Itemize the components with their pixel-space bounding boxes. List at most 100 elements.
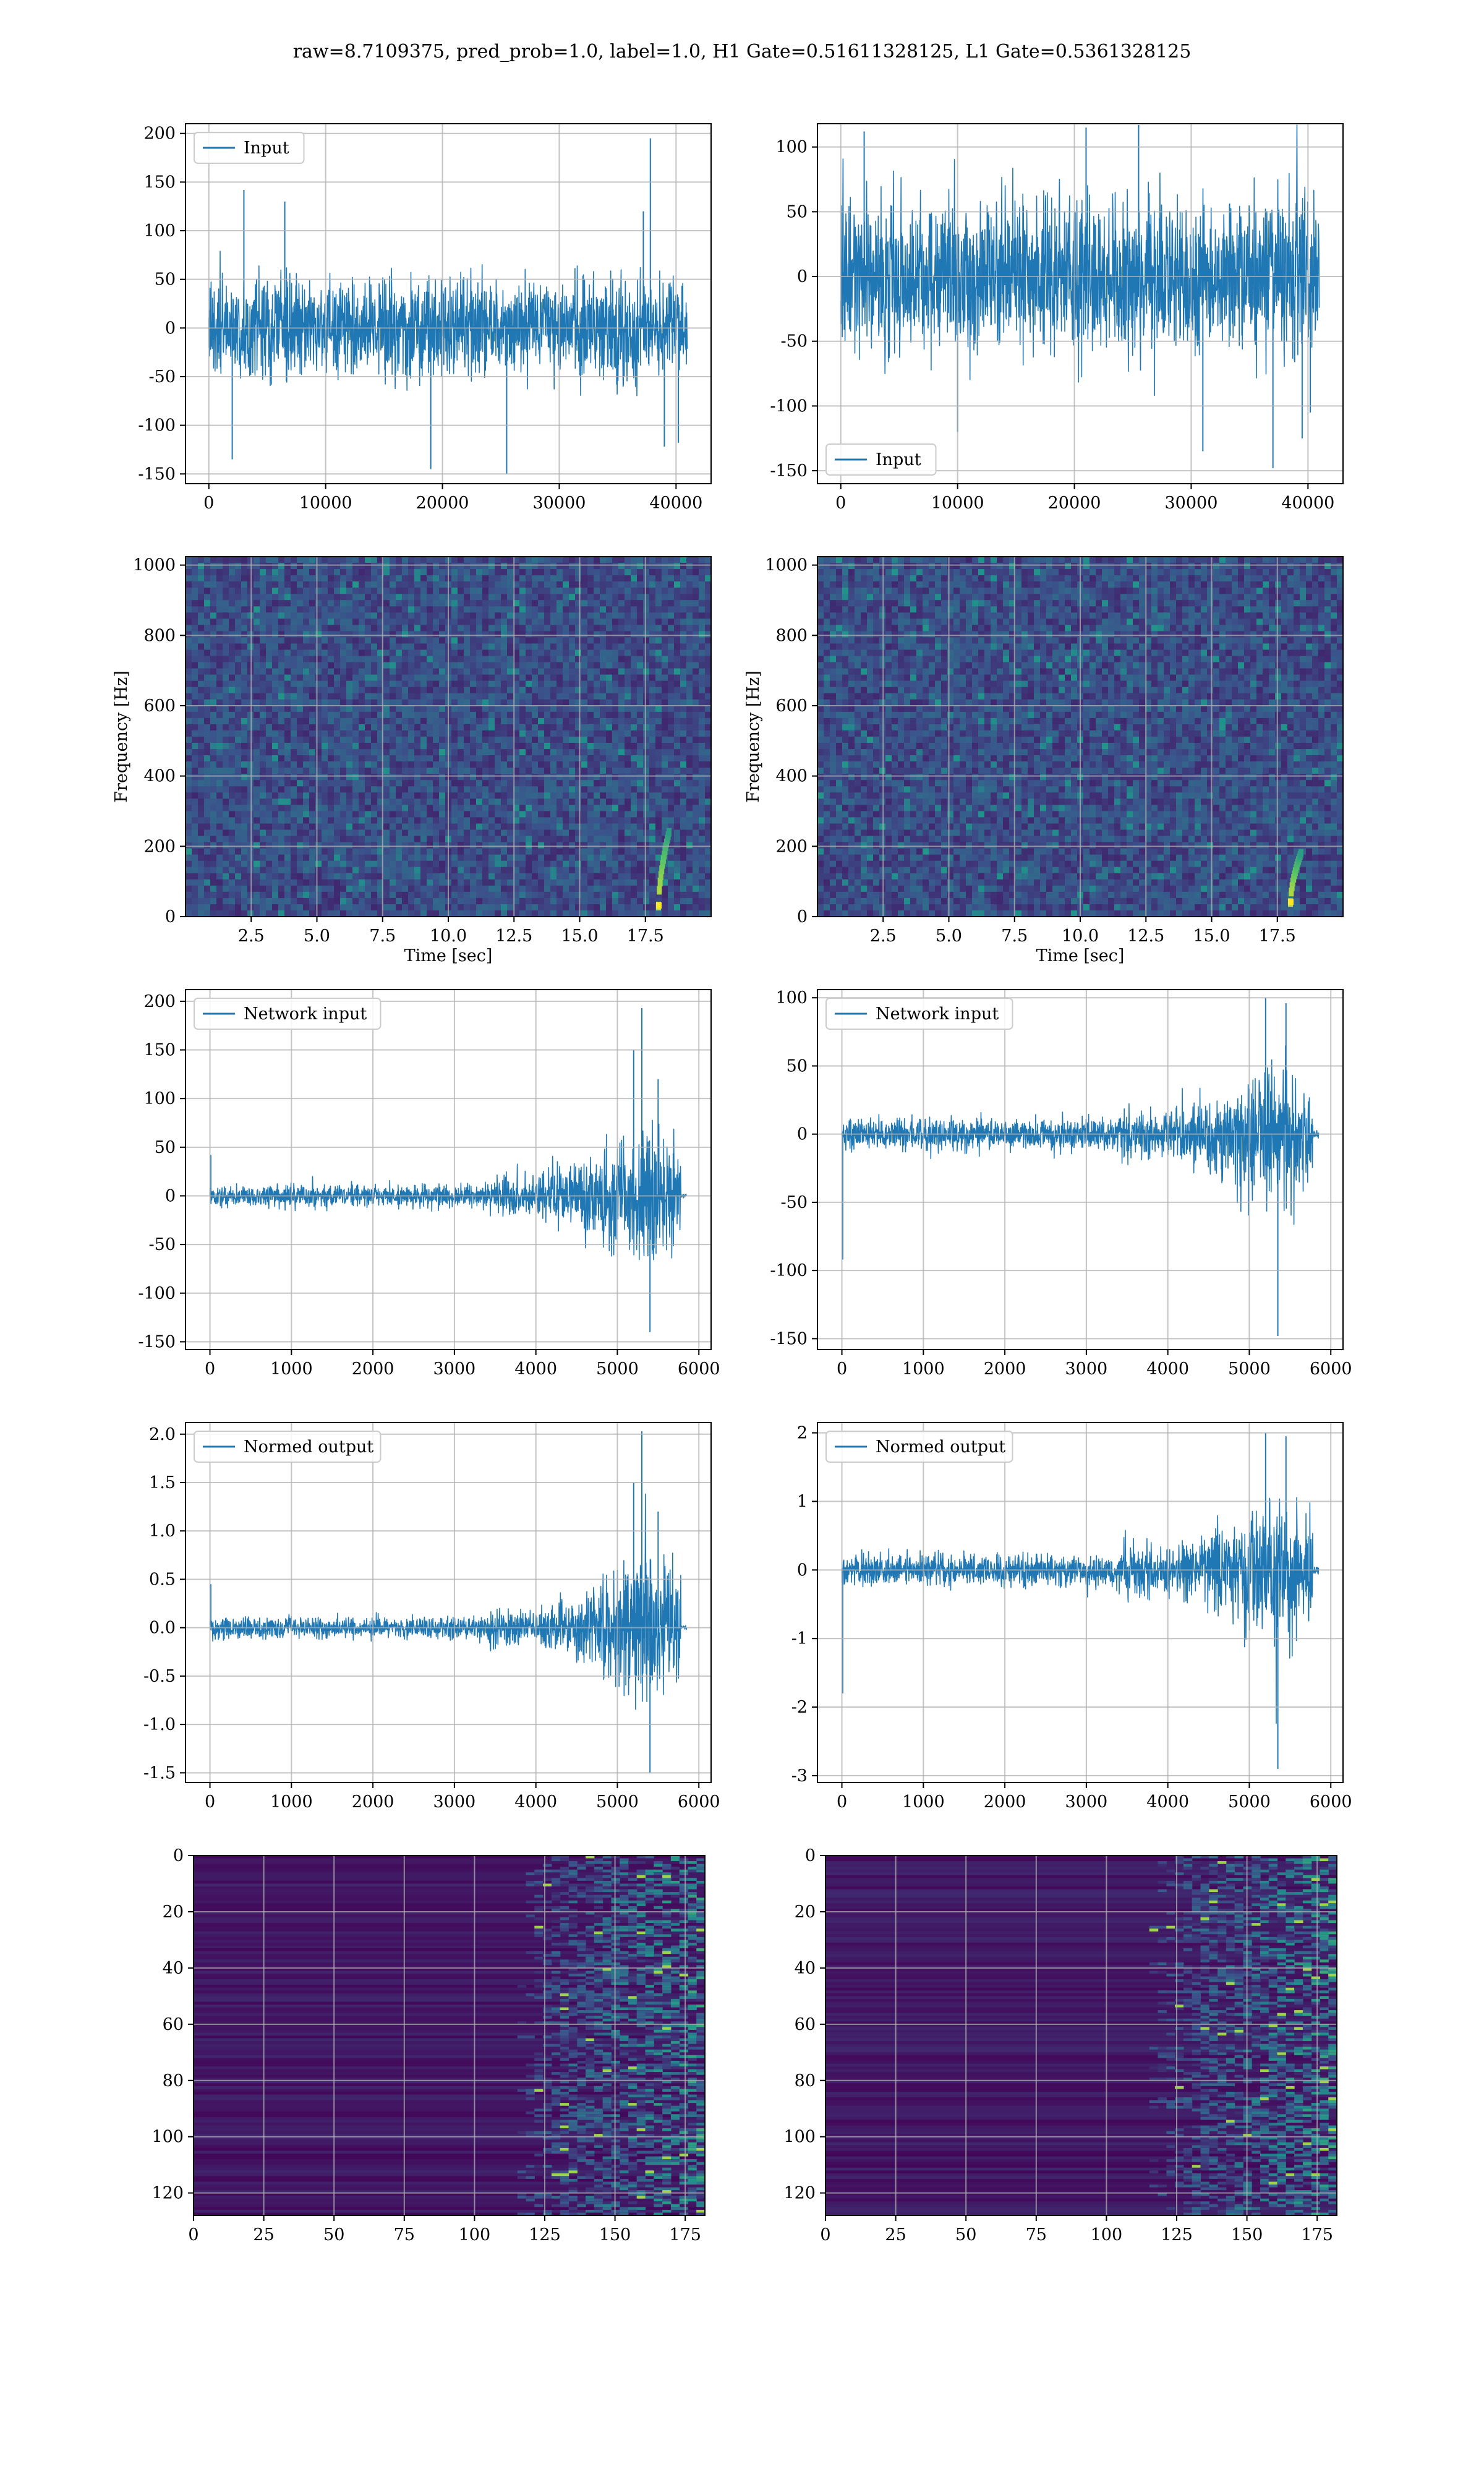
heatmap-cell [501, 625, 508, 631]
heatmap-cell [414, 829, 421, 837]
heatmap-cell [600, 867, 607, 874]
heatmap-cell [408, 724, 415, 731]
heatmap-cell [526, 625, 532, 631]
heatmap-cell [563, 563, 569, 570]
heatmap-cell [322, 705, 328, 713]
heatmap-cell [235, 606, 242, 613]
heatmap-cell [519, 897, 526, 905]
heatmap-cell [513, 687, 520, 694]
heatmap-cell [587, 842, 594, 849]
heatmap-cell [284, 724, 291, 731]
heatmap-cell [346, 780, 353, 787]
heatmap-cell [668, 885, 675, 892]
heatmap-cell [210, 761, 217, 768]
heatmap-cell [680, 761, 687, 768]
heatmap-cell [532, 897, 539, 905]
heatmap-cell [390, 668, 396, 675]
y-tick-label: 50 [787, 202, 808, 221]
heatmap-cell [254, 836, 260, 843]
heatmap-cell [402, 699, 409, 706]
heatmap-cell [377, 755, 384, 762]
heatmap-cell [315, 737, 322, 743]
heatmap-cell [241, 618, 248, 625]
heatmap-cell [581, 823, 588, 831]
heatmap-cell [322, 885, 328, 892]
heatmap-cell [668, 693, 675, 700]
heatmap-cell [544, 680, 551, 688]
heatmap-cell [420, 792, 427, 799]
heatmap-cell [569, 637, 576, 644]
heatmap-cell [186, 693, 192, 700]
y-tick-label: -150 [138, 464, 176, 484]
heatmap-cell [625, 904, 631, 911]
heatmap-cell [352, 693, 359, 700]
heatmap-cell [655, 842, 662, 849]
heatmap-cell [340, 829, 347, 837]
heatmap-cell [229, 768, 236, 774]
heatmap-cell [371, 879, 378, 886]
heatmap-cell [186, 680, 192, 688]
heatmap-cell [284, 612, 291, 619]
heatmap-cell [662, 761, 668, 768]
heatmap-cell [544, 879, 551, 886]
heatmap-cell [631, 730, 638, 737]
heatmap-cell [272, 768, 279, 774]
heatmap-cell [544, 625, 551, 631]
heatmap-cell [383, 649, 390, 657]
heatmap-cell [544, 581, 551, 588]
heatmap-cell [427, 711, 433, 719]
heatmap-cell [594, 618, 600, 625]
heatmap-cell [402, 693, 409, 700]
heatmap-cell [488, 786, 495, 793]
heatmap-cell [488, 618, 495, 625]
heatmap-cell [563, 637, 569, 644]
heatmap-cell [464, 612, 471, 619]
heatmap-cell [377, 879, 384, 886]
heatmap-cell [223, 792, 229, 799]
heatmap-cell [495, 643, 501, 651]
heatmap-cell [223, 761, 229, 768]
heatmap-cell [340, 798, 347, 805]
heatmap-cell [470, 674, 477, 682]
heatmap-cell [192, 891, 198, 899]
heatmap-cell [346, 581, 353, 588]
heatmap-cell [322, 680, 328, 688]
heatmap-cell [581, 854, 588, 862]
heatmap-cell [631, 557, 638, 563]
heatmap-cell [693, 662, 699, 669]
heatmap-cell [229, 792, 236, 799]
heatmap-cell [612, 743, 619, 750]
heatmap-cell [625, 643, 631, 651]
heatmap-cell [495, 625, 501, 631]
heatmap-cell [668, 569, 675, 576]
heatmap-cell [699, 717, 706, 725]
heatmap-cell [451, 885, 458, 892]
heatmap-cell [637, 897, 644, 905]
heatmap-cell [495, 563, 501, 570]
heatmap-cell [612, 792, 619, 799]
heatmap-cell [198, 705, 205, 713]
heatmap-cell [532, 674, 539, 682]
heatmap-cell [402, 557, 409, 563]
heatmap-cell [322, 649, 328, 657]
heatmap-cell [272, 594, 279, 601]
heatmap-cell [260, 557, 267, 563]
heatmap-cell [229, 817, 236, 824]
heatmap-cell [538, 724, 545, 731]
heatmap-cell [235, 575, 242, 582]
heatmap-cell [600, 717, 607, 725]
heatmap-cell [186, 563, 192, 570]
heatmap-cell [458, 668, 464, 675]
heatmap-cell [575, 717, 582, 725]
heatmap-cell [643, 563, 650, 570]
heatmap-cell [340, 755, 347, 762]
heatmap-cell [476, 749, 483, 756]
heatmap-cell [291, 687, 297, 694]
heatmap-cell [229, 575, 236, 582]
heatmap-cell [556, 730, 563, 737]
heatmap-cell [507, 780, 514, 787]
heatmap-cell [488, 761, 495, 768]
heatmap-cell [377, 606, 384, 613]
heatmap-cell [532, 817, 539, 824]
heatmap-cell [575, 885, 582, 892]
